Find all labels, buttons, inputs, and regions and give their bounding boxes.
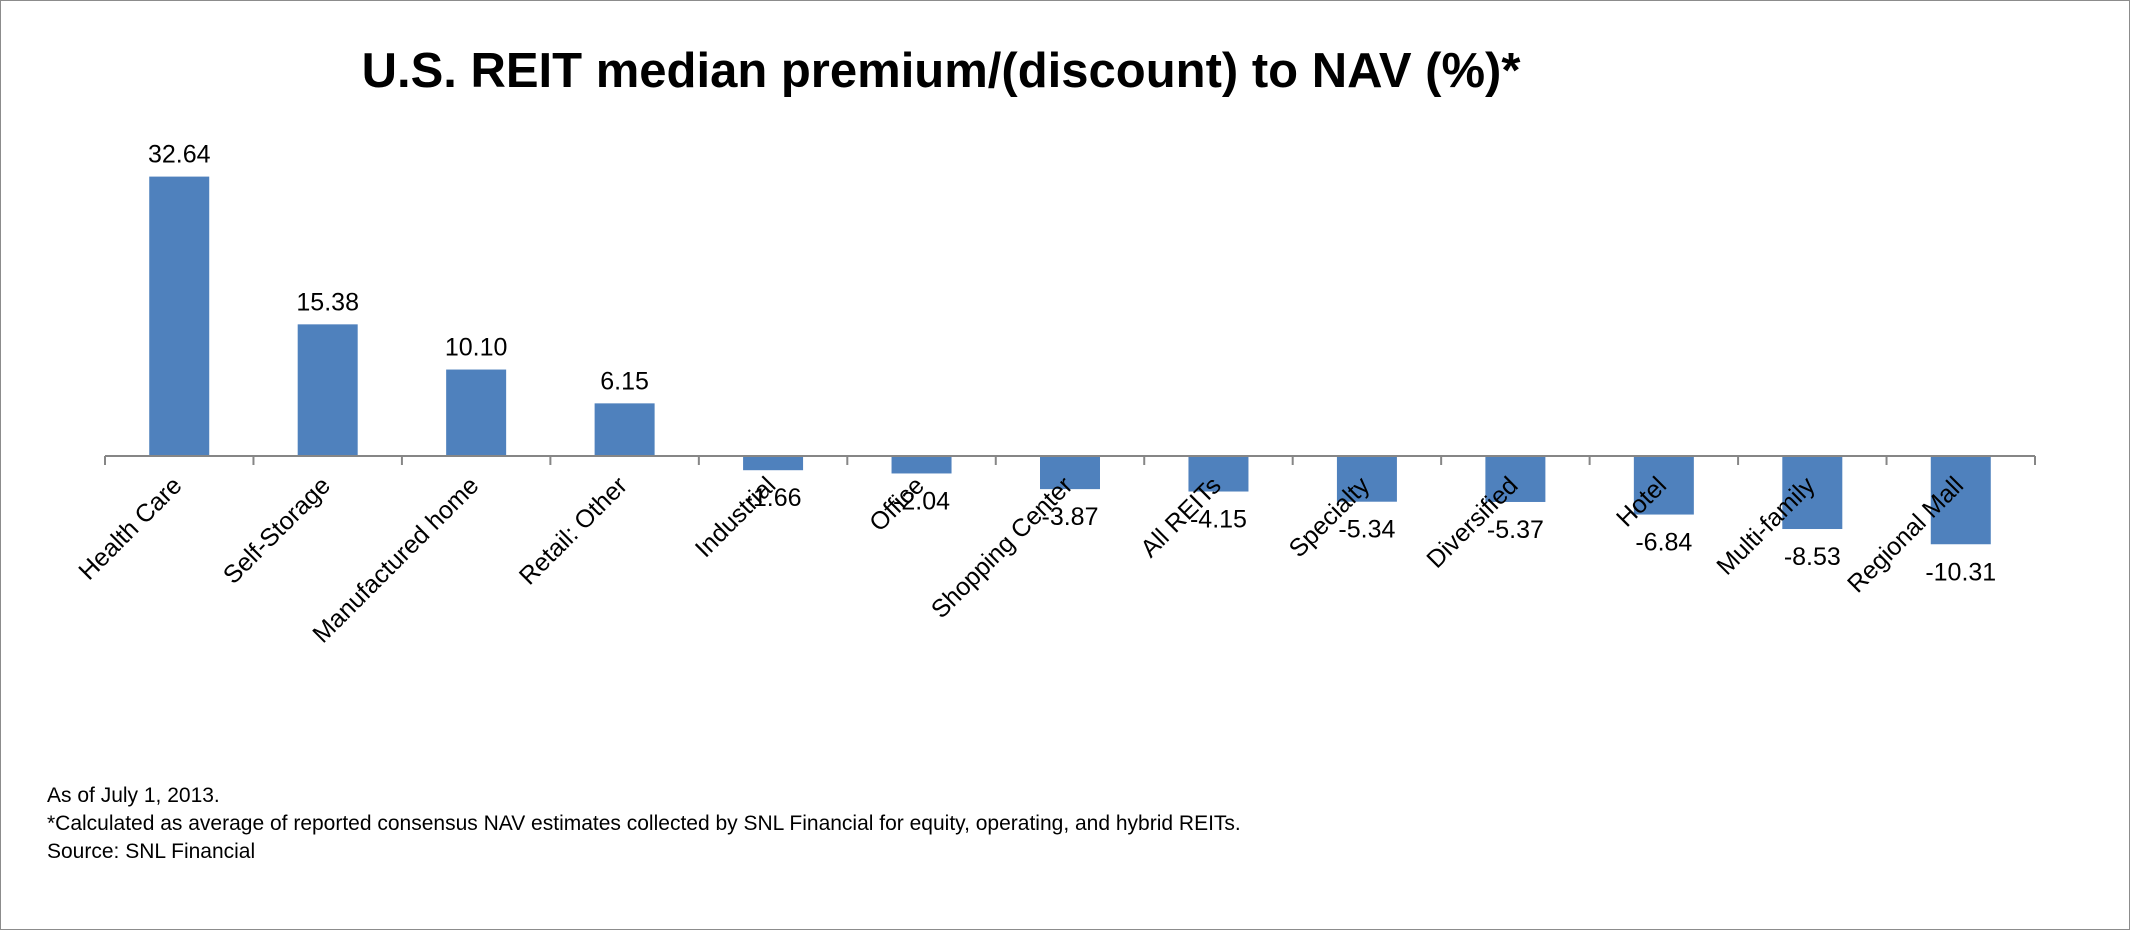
data-label: -8.53 (1784, 543, 1841, 571)
footnote-as-of: As of July 1, 2013. (47, 784, 220, 807)
footnote-source: Source: SNL Financial (47, 840, 256, 863)
bar (1633, 456, 1694, 515)
labels-layer: 32.64 Health Care 15.38 Self-Storage 10.10 Ma… (73, 141, 1996, 649)
bar (446, 369, 507, 456)
bar (1930, 456, 1991, 545)
data-label: -1.66 (745, 484, 802, 512)
chart-title: U.S. REIT median premium/(discount) to N… (361, 44, 1521, 98)
category-tick-label: Retail: Other (514, 471, 633, 590)
data-label: 15.38 (296, 288, 359, 316)
data-label: 32.64 (148, 141, 211, 169)
data-label: -4.15 (1190, 506, 1247, 534)
category-tick-label: Manufactured home (307, 471, 484, 648)
footnote-calculation: *Calculated as average of reported conse… (47, 812, 1241, 835)
data-label: 10.10 (445, 334, 508, 362)
bar (891, 456, 952, 474)
data-label: -5.34 (1338, 516, 1395, 544)
bar (594, 403, 655, 456)
category-tick-label: Industrial (690, 471, 782, 563)
footnotes: As of July 1, 2013. *Calculated as avera… (47, 782, 1241, 866)
bar (297, 324, 358, 456)
data-label: -10.31 (1925, 558, 1996, 586)
bar (743, 456, 804, 471)
bar (1485, 456, 1546, 502)
bar (1782, 456, 1843, 530)
data-label: 6.15 (600, 367, 649, 395)
category-tick-label: Health Care (73, 471, 187, 585)
bar (1188, 456, 1249, 492)
data-label: -2.04 (893, 487, 950, 515)
bar (1336, 456, 1397, 502)
data-label: -5.37 (1487, 516, 1544, 544)
bars-layer (149, 176, 1991, 545)
bar (149, 176, 210, 456)
data-label: -6.84 (1635, 529, 1692, 557)
bar (1040, 456, 1100, 490)
axis-layer (104, 455, 2036, 465)
category-tick-label: Self-Storage (218, 471, 336, 589)
data-label: -3.87 (1042, 503, 1099, 531)
